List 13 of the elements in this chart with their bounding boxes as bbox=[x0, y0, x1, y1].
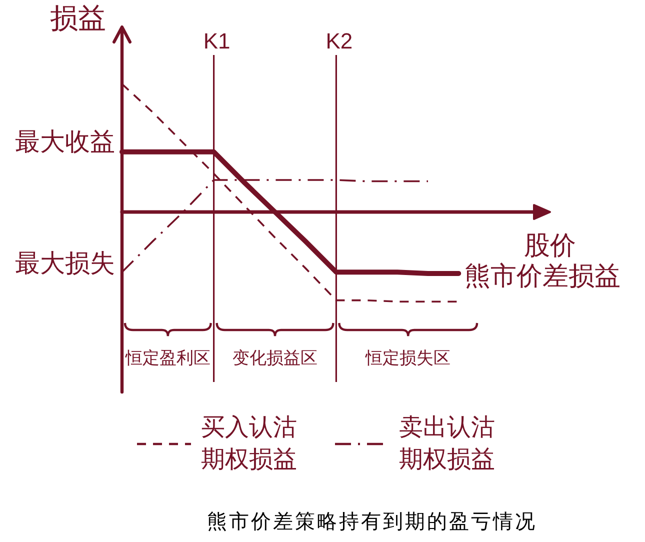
legend-label: 卖出认沽期权损益 bbox=[399, 413, 496, 475]
text: 恒定盈利区 bbox=[124, 348, 210, 368]
x-tick-label: K2 bbox=[326, 28, 353, 54]
x-tick-label: K1 bbox=[203, 28, 230, 54]
x-axis-title: 股价 bbox=[524, 230, 576, 260]
annotation: 最大损失 bbox=[15, 249, 115, 278]
series-label: 熊市价差损益 bbox=[464, 260, 621, 290]
text: 熊市价差策略持有到期的盈亏情况 bbox=[207, 511, 537, 533]
y-axis-title: 损益 bbox=[50, 2, 106, 34]
text: 恒定损失区 bbox=[364, 348, 451, 368]
annotation: 最大收益 bbox=[15, 128, 115, 156]
legend-label: 买入认沽期权损益 bbox=[201, 413, 298, 475]
text: 变化损益区 bbox=[232, 348, 318, 368]
